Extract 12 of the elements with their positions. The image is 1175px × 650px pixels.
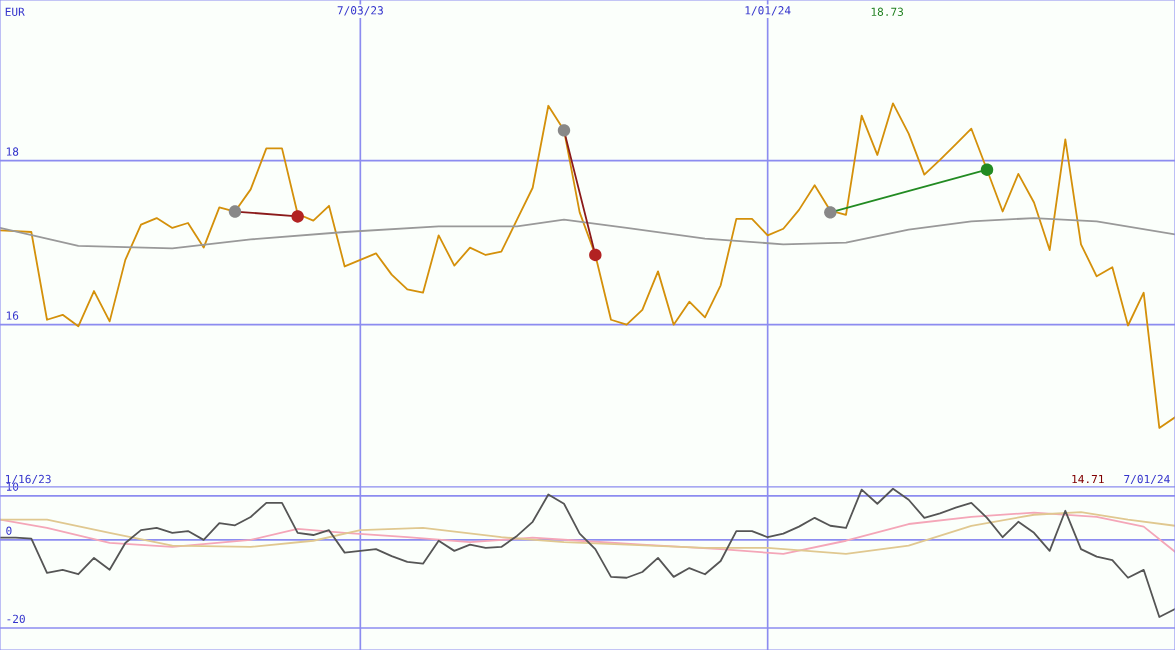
- annotation: 18.73: [871, 7, 904, 16]
- y-tick-label: 10: [6, 482, 19, 491]
- x-tick-label: 1/01/24: [745, 6, 791, 16]
- y-tick-label: 18: [6, 147, 19, 156]
- y-axis-title: EUR: [5, 7, 25, 16]
- x-tick-label: 7/03/23: [337, 6, 383, 16]
- y-tick-label: -20: [7, 614, 25, 624]
- annotation: 7/01/24: [1124, 474, 1170, 485]
- y-tick-label: 0: [6, 526, 12, 535]
- annotation: 1/16/23: [6, 474, 51, 485]
- annotation: 14.71: [1072, 474, 1104, 484]
- y-tick-label: 16: [6, 311, 19, 320]
